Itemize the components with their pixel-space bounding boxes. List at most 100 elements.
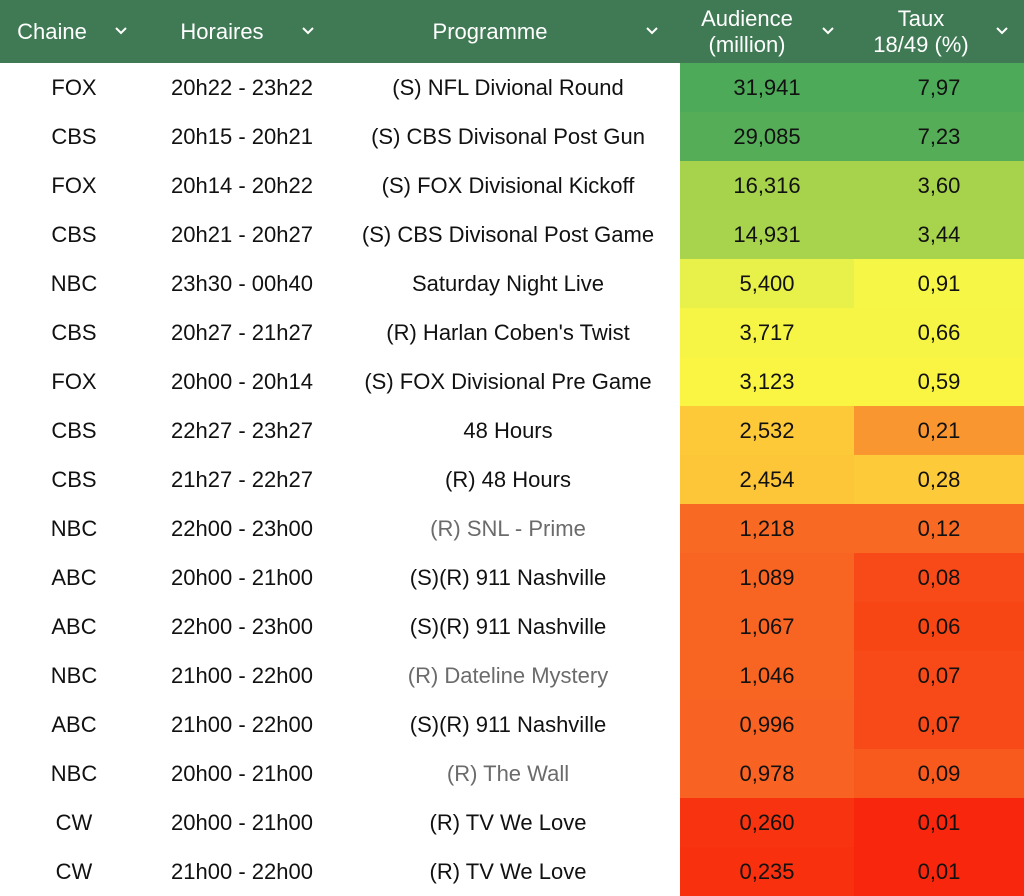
cell-programme: (R) Harlan Coben's Twist <box>386 319 630 345</box>
cell-horaires: 20h21 - 20h27 <box>171 221 313 247</box>
cell-chaine: ABC <box>51 564 97 590</box>
cell-taux: 0,21 <box>854 406 1024 455</box>
cell-horaires: 20h14 - 20h22 <box>171 172 313 198</box>
cell-horaires: 21h27 - 22h27 <box>171 466 313 492</box>
cell-audience: 16,316 <box>680 161 854 210</box>
cell-horaires: 20h00 - 21h00 <box>171 564 313 590</box>
table-row: NBC 22h00 - 23h00 (R) SNL - Prime 1,218 0,12 <box>0 504 1024 553</box>
cell-chaine: CW <box>55 858 93 884</box>
column-header-label: Chaine <box>17 18 87 44</box>
cell-programme: (S) CBS Divisonal Post Game <box>361 221 655 247</box>
cell-chaine: ABC <box>51 613 97 639</box>
cell-taux: 0,07 <box>854 651 1024 700</box>
cell-horaires: 21h00 - 22h00 <box>171 662 313 688</box>
table-row: ABC 20h00 - 21h00 (S)(R) 911 Nashville 1,08… <box>0 553 1024 602</box>
cell-chaine: CBS <box>51 417 97 443</box>
cell-audience: 0,260 <box>680 798 854 847</box>
column-header-label: Audience (million) <box>701 6 793 58</box>
cell-programme: Saturday Night Live <box>412 270 604 296</box>
column-header-label: Programme <box>432 18 548 44</box>
cell-horaires: 20h15 - 20h21 <box>171 123 313 149</box>
table-row: CBS 20h15 - 20h21 (S) CBS Divisonal Post G… <box>0 112 1024 161</box>
table-body: FOX 20h22 - 23h22 (S) NFL Divional Round 31… <box>0 63 1024 896</box>
cell-horaires: 22h27 - 23h27 <box>171 417 313 443</box>
cell-programme: (S) CBS Divisonal Post Gun <box>371 123 645 149</box>
table-row: FOX 20h22 - 23h22 (S) NFL Divional Round 31… <box>0 63 1024 112</box>
cell-chaine: NBC <box>50 515 98 541</box>
table-row: CW 20h00 - 21h00 (R) TV We Love 0,260 0,01 <box>0 798 1024 847</box>
cell-taux: 0,91 <box>854 259 1024 308</box>
cell-taux: 7,23 <box>854 112 1024 161</box>
cell-chaine: FOX <box>51 74 97 100</box>
cell-audience: 2,532 <box>680 406 854 455</box>
cell-audience: 31,941 <box>680 63 854 112</box>
column-header-taux[interactable]: Taux 18/49 (%) <box>854 0 1024 63</box>
cell-programme: (S) FOX Divisional Kickoff <box>381 172 635 198</box>
cell-taux: 3,44 <box>854 210 1024 259</box>
cell-chaine: NBC <box>50 662 98 688</box>
cell-chaine: NBC <box>50 270 98 296</box>
cell-horaires: 22h00 - 23h00 <box>171 613 313 639</box>
cell-taux: 0,59 <box>854 357 1024 406</box>
column-header-audience[interactable]: Audience (million) <box>680 0 854 63</box>
cell-chaine: FOX <box>51 172 97 198</box>
cell-programme: (R) SNL - Prime <box>430 515 586 541</box>
chevron-down-icon[interactable] <box>994 22 1010 38</box>
table-row: FOX 20h00 - 20h14 (S) FOX Divisional Pre G… <box>0 357 1024 406</box>
cell-programme: (S) NFL Divional Round <box>392 74 624 100</box>
column-header-horaires[interactable]: Horaires <box>148 0 336 63</box>
cell-programme: (R) Dateline Mystery <box>407 662 609 688</box>
cell-audience: 0,996 <box>680 700 854 749</box>
cell-horaires: 20h00 - 21h00 <box>171 760 313 786</box>
cell-chaine: CBS <box>51 123 97 149</box>
cell-chaine: CW <box>55 809 93 835</box>
cell-audience: 3,717 <box>680 308 854 357</box>
cell-horaires: 20h00 - 20h14 <box>171 368 313 394</box>
cell-chaine: ABC <box>51 711 97 737</box>
cell-programme: (R) The Wall <box>446 760 570 786</box>
cell-taux: 0,09 <box>854 749 1024 798</box>
chevron-down-icon[interactable] <box>644 22 660 38</box>
cell-horaires: 21h00 - 22h00 <box>171 858 313 884</box>
table-row: CW 21h00 - 22h00 (R) TV We Love 0,235 0,01 <box>0 847 1024 896</box>
cell-programme: (S)(R) 911 Nashville <box>409 564 607 590</box>
cell-taux: 0,12 <box>854 504 1024 553</box>
cell-chaine: NBC <box>50 760 98 786</box>
table-row: ABC 22h00 - 23h00 (S)(R) 911 Nashville 1,06… <box>0 602 1024 651</box>
cell-chaine: CBS <box>51 466 97 492</box>
cell-horaires: 22h00 - 23h00 <box>171 515 313 541</box>
cell-programme: (S) FOX Divisional Pre Game <box>364 368 652 394</box>
column-header-chaine[interactable]: Chaine <box>0 0 148 63</box>
cell-audience: 1,089 <box>680 553 854 602</box>
table-row: CBS 20h27 - 21h27 (R) Harlan Coben's Twist… <box>0 308 1024 357</box>
cell-horaires: 21h00 - 22h00 <box>171 711 313 737</box>
chevron-down-icon[interactable] <box>820 22 836 38</box>
cell-chaine: CBS <box>51 221 97 247</box>
cell-taux: 0,01 <box>854 847 1024 896</box>
cell-audience: 1,046 <box>680 651 854 700</box>
table-row: NBC 20h00 - 21h00 (R) The Wall 0,978 0,09 <box>0 749 1024 798</box>
cell-taux: 0,01 <box>854 798 1024 847</box>
cell-horaires: 20h22 - 23h22 <box>171 74 313 100</box>
column-header-programme[interactable]: Programme <box>336 0 680 63</box>
column-header-line1: Audience <box>701 5 793 31</box>
cell-taux: 0,28 <box>854 455 1024 504</box>
table-row: NBC 21h00 - 22h00 (R) Dateline Mystery 1,04… <box>0 651 1024 700</box>
chevron-down-icon[interactable] <box>113 22 129 38</box>
cell-audience: 29,085 <box>680 112 854 161</box>
cell-chaine: FOX <box>51 368 97 394</box>
table-row: FOX 20h14 - 20h22 (S) FOX Divisional Kicko… <box>0 161 1024 210</box>
cell-programme: 48 Hours <box>463 417 553 443</box>
cell-horaires: 20h00 - 21h00 <box>171 809 313 835</box>
cell-audience: 0,235 <box>680 847 854 896</box>
column-header-line1: Taux <box>897 5 945 31</box>
table-row: CBS 20h21 - 20h27 (S) CBS Divisonal Post G… <box>0 210 1024 259</box>
column-header-label: Taux 18/49 (%) <box>873 6 968 58</box>
chevron-down-icon[interactable] <box>300 22 316 38</box>
cell-horaires: 23h30 - 00h40 <box>171 270 313 296</box>
table-row: CBS 21h27 - 22h27 (R) 48 Hours 2,454 0,28 <box>0 455 1024 504</box>
table-row: NBC 23h30 - 00h40 Saturday Night Live 5,400… <box>0 259 1024 308</box>
table-header: Chaine Horaires Programme Audience (mill… <box>0 0 1024 63</box>
cell-taux: 0,66 <box>854 308 1024 357</box>
cell-horaires: 20h27 - 21h27 <box>171 319 313 345</box>
